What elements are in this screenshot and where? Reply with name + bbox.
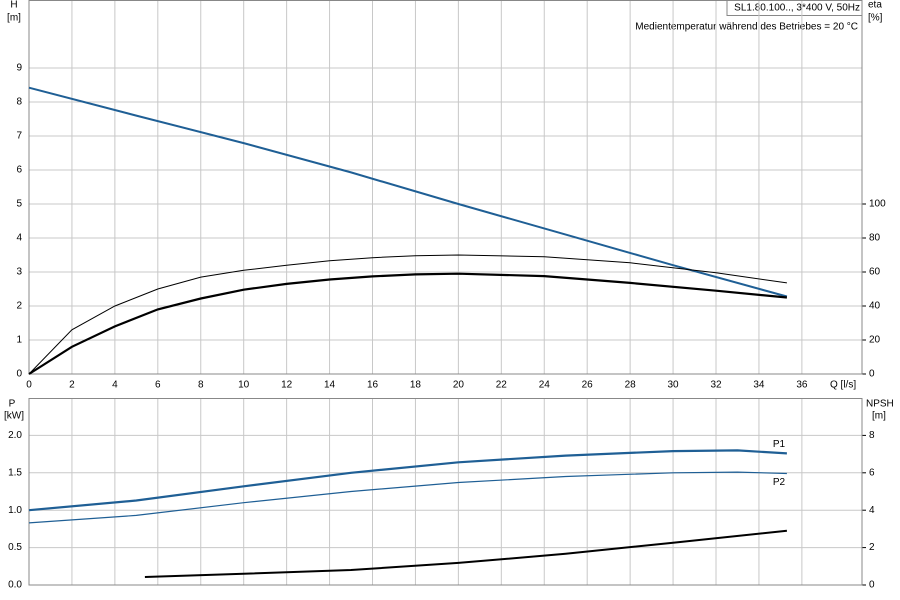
x-tick-label: 22 — [496, 380, 508, 391]
y-tick-label: 1.5 — [8, 467, 22, 478]
x-tick-label: 36 — [796, 380, 808, 391]
y-tick-label: 4 — [16, 233, 22, 244]
series-line — [28, 86, 788, 298]
series-line — [144, 529, 788, 578]
y2-tick-label: 0 — [869, 580, 875, 591]
y2-axis-label: eta — [868, 0, 882, 11]
y2-tick-label: 2 — [869, 542, 875, 553]
y-tick-label: 0.5 — [8, 542, 22, 553]
y-tick-label: 1.0 — [8, 505, 22, 516]
x-tick-label: 6 — [155, 380, 161, 391]
y-tick-label: 9 — [16, 63, 22, 74]
y-axis-unit: [kW] — [4, 411, 24, 422]
series-label: P2 — [773, 477, 786, 488]
y-tick-label: 2.0 — [8, 430, 22, 441]
y-tick-label: 5 — [16, 199, 22, 210]
y-tick-label: 1 — [16, 335, 22, 346]
x-tick-label: 34 — [753, 380, 765, 391]
x-tick-label: 10 — [238, 380, 250, 391]
y2-tick-label: 80 — [869, 233, 881, 244]
y2-tick-label: 40 — [869, 301, 881, 312]
y-axis-label: P — [9, 399, 16, 410]
x-tick-label: 18 — [410, 380, 422, 391]
x-tick-label: 28 — [625, 380, 637, 391]
x-tick-label: 26 — [582, 380, 594, 391]
series-line — [28, 272, 788, 375]
x-tick-label: 2 — [69, 380, 75, 391]
x-tick-label: 30 — [668, 380, 680, 391]
y-tick-label: 6 — [16, 165, 22, 176]
y2-tick-label: 8 — [869, 430, 875, 441]
y2-tick-label: 20 — [869, 335, 881, 346]
y2-axis-unit: [m] — [872, 411, 886, 422]
x-tick-label: 16 — [367, 380, 379, 391]
x-tick-label: 8 — [198, 380, 204, 391]
x-tick-label: 14 — [324, 380, 336, 391]
series-line — [28, 449, 787, 512]
y2-axis-label: NPSH — [866, 399, 894, 410]
y2-tick-label: 100 — [869, 199, 886, 210]
x-tick-label: 20 — [453, 380, 465, 391]
y2-tick-label: 4 — [869, 505, 875, 516]
x-tick-label: 32 — [710, 380, 722, 391]
y2-tick-label: 6 — [869, 467, 875, 478]
x-tick-label: 0 — [26, 380, 32, 391]
series-label: P1 — [773, 439, 786, 450]
y-tick-label: 8 — [16, 97, 22, 108]
y-tick-label: 2 — [16, 301, 22, 312]
y-axis-label: H — [10, 0, 17, 11]
y2-axis-unit: [%] — [868, 13, 883, 24]
y-tick-label: 0.0 — [8, 580, 22, 591]
plot-frame — [28, 0, 863, 375]
y2-tick-label: 60 — [869, 267, 881, 278]
y-tick-label: 7 — [16, 131, 22, 142]
plot-frame — [28, 398, 863, 586]
y-tick-label: 0 — [16, 369, 22, 380]
x-tick-label: 12 — [281, 380, 293, 391]
y-axis-unit: [m] — [7, 13, 21, 24]
x-axis-label: Q [l/s] — [830, 380, 856, 391]
x-tick-label: 24 — [539, 380, 551, 391]
series-line — [28, 254, 787, 375]
y-tick-label: 3 — [16, 267, 22, 278]
y2-tick-label: 0 — [869, 369, 875, 380]
subtitle: Medientemperatur während des Betriebes =… — [635, 22, 858, 33]
title: SL1.80.100.., 3*400 V, 50Hz — [734, 3, 860, 14]
x-tick-label: 4 — [112, 380, 118, 391]
series-line — [28, 471, 787, 524]
